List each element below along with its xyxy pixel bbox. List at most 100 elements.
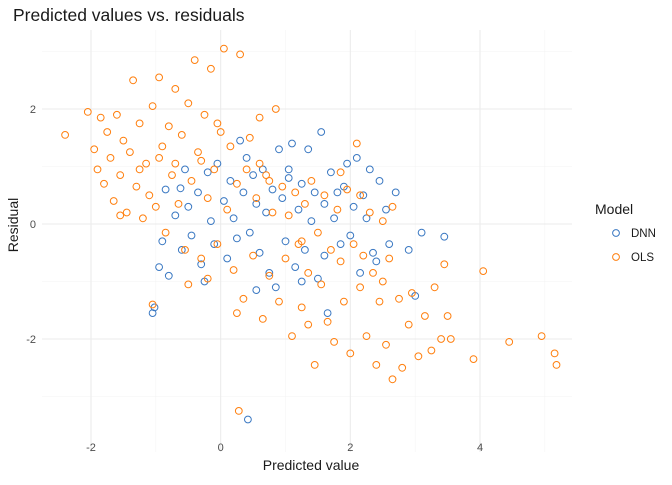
ols-point xyxy=(268,208,277,217)
ols-point xyxy=(346,349,355,358)
ols-point xyxy=(440,260,449,269)
y-tick-label: 0 xyxy=(30,219,36,231)
dnn-point xyxy=(171,211,180,220)
dnn-point xyxy=(262,208,271,217)
ols-point xyxy=(93,165,102,174)
dnn-point xyxy=(213,159,222,168)
x-tick-label: -2 xyxy=(86,442,96,454)
ols-point xyxy=(119,136,128,145)
ols-point xyxy=(365,208,374,217)
ols-point xyxy=(395,294,403,303)
ols-point xyxy=(398,363,407,372)
dnn-point xyxy=(239,188,248,197)
dnn-point xyxy=(382,205,390,214)
ols-point xyxy=(307,177,316,185)
dnn-point xyxy=(291,263,300,272)
ols-point xyxy=(369,269,377,277)
legend-title: Model xyxy=(595,201,633,217)
ols-point xyxy=(164,122,173,131)
dnn-point xyxy=(417,228,426,237)
ols-point xyxy=(148,102,157,110)
ols-point xyxy=(356,283,365,292)
ols-point xyxy=(213,240,222,249)
ols-point xyxy=(297,237,306,246)
ols-point xyxy=(446,335,455,343)
ols-point xyxy=(291,188,300,197)
dnn-point xyxy=(404,246,413,254)
ols-point xyxy=(245,133,254,142)
ols-point xyxy=(190,56,199,64)
ols-point xyxy=(552,361,561,369)
ols-point xyxy=(255,159,264,168)
ols-point xyxy=(116,171,125,180)
dnn-point xyxy=(297,277,306,286)
dnn-point xyxy=(184,202,193,211)
x-tick-label: 2 xyxy=(347,442,353,454)
ols-point xyxy=(184,99,193,108)
ols-point xyxy=(184,280,193,289)
dnn-point xyxy=(323,309,332,318)
ols-point xyxy=(265,177,274,185)
dnn-point xyxy=(320,200,329,208)
ols-point xyxy=(336,257,345,266)
dnn-point xyxy=(236,136,245,145)
dnn-point xyxy=(210,240,219,249)
ols-point xyxy=(148,300,157,309)
ols-point xyxy=(310,361,319,369)
ols-point xyxy=(352,139,361,148)
ols-point xyxy=(278,182,287,191)
dnn-point xyxy=(304,145,313,154)
ols-point xyxy=(249,251,258,260)
ols-point xyxy=(174,200,183,208)
ols-point xyxy=(327,246,335,254)
ols-point xyxy=(382,340,390,349)
dnn-legend-key xyxy=(612,229,620,237)
ols-point xyxy=(297,303,306,312)
dnn-point xyxy=(244,415,252,424)
dnn-point xyxy=(252,286,261,295)
dnn-point xyxy=(307,217,316,226)
chart-title: Predicted values vs. residuals xyxy=(13,5,245,25)
dnn-point xyxy=(203,168,212,177)
ols-point xyxy=(177,131,186,139)
dnn-point xyxy=(375,177,384,185)
ols-point xyxy=(158,142,167,151)
ols-point xyxy=(385,254,394,263)
ols-point xyxy=(288,332,296,341)
ols-point xyxy=(181,246,189,254)
ols-point xyxy=(132,182,141,191)
ols-point xyxy=(233,309,241,318)
legend: Model DNN OLS xyxy=(595,201,656,264)
ols-point xyxy=(203,274,212,283)
ols-point xyxy=(187,177,196,185)
ols-point xyxy=(317,280,326,289)
ols-point xyxy=(340,297,348,306)
ols-point xyxy=(550,349,559,358)
ols-point xyxy=(265,271,274,280)
dnn-legend-label: DNN xyxy=(631,228,656,240)
ols-point xyxy=(113,110,121,119)
dnn-point xyxy=(284,165,293,174)
dnn-point xyxy=(275,145,283,154)
ols-point xyxy=(197,254,206,263)
ols-point xyxy=(90,145,99,154)
ols-point xyxy=(145,191,154,200)
dnn-point xyxy=(330,214,339,223)
dnn-point xyxy=(265,269,274,277)
ols-point xyxy=(213,119,222,128)
ols-point xyxy=(427,346,436,355)
ols-point xyxy=(242,165,251,174)
ols-point xyxy=(262,171,271,180)
ols-point xyxy=(171,159,180,168)
dnn-point xyxy=(349,202,358,211)
dnn-point xyxy=(220,197,228,205)
ols-point xyxy=(135,165,144,174)
dnn-point xyxy=(317,128,326,136)
dnn-point xyxy=(352,154,361,162)
ols-point xyxy=(220,44,228,53)
ols-point xyxy=(239,294,248,303)
dnn-point xyxy=(294,205,303,214)
x-tick-label: 0 xyxy=(218,442,224,454)
ols-point xyxy=(378,277,387,286)
